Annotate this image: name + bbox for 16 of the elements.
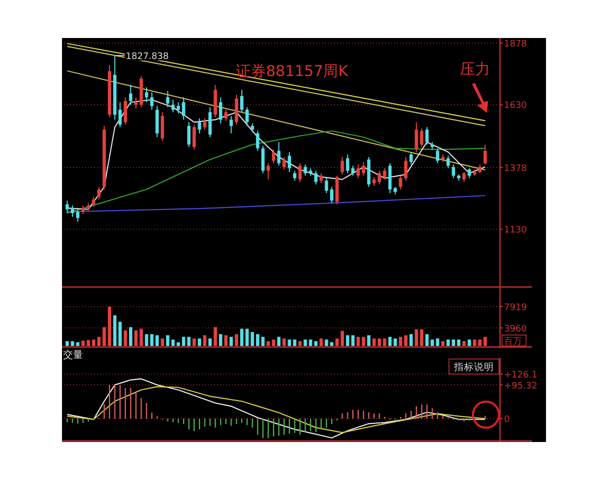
y-tick-label: 1630 bbox=[504, 101, 528, 112]
y-axis-title: 百万 bbox=[504, 337, 522, 347]
y-tick-label: 1130 bbox=[504, 226, 528, 236]
y-tick-label: 3960 bbox=[504, 324, 528, 334]
annotation: 指标说明 bbox=[453, 361, 494, 373]
y-tick-label: 7919 bbox=[504, 303, 528, 314]
y-tick-label: 0 bbox=[504, 415, 510, 426]
y-tick-label: +126.1 bbox=[504, 370, 538, 380]
button: 指标说明 bbox=[448, 358, 500, 374]
annotation: 交量 bbox=[63, 349, 83, 361]
annotation: 压力 bbox=[460, 60, 490, 78]
text: 证券881157周K bbox=[236, 62, 350, 80]
y-tick-label: 1378 bbox=[504, 164, 528, 174]
y-tick-label: 1878 bbox=[504, 39, 528, 50]
y-tick-label: +95.32 bbox=[504, 381, 538, 392]
annotation: 1827.838 bbox=[126, 52, 170, 62]
